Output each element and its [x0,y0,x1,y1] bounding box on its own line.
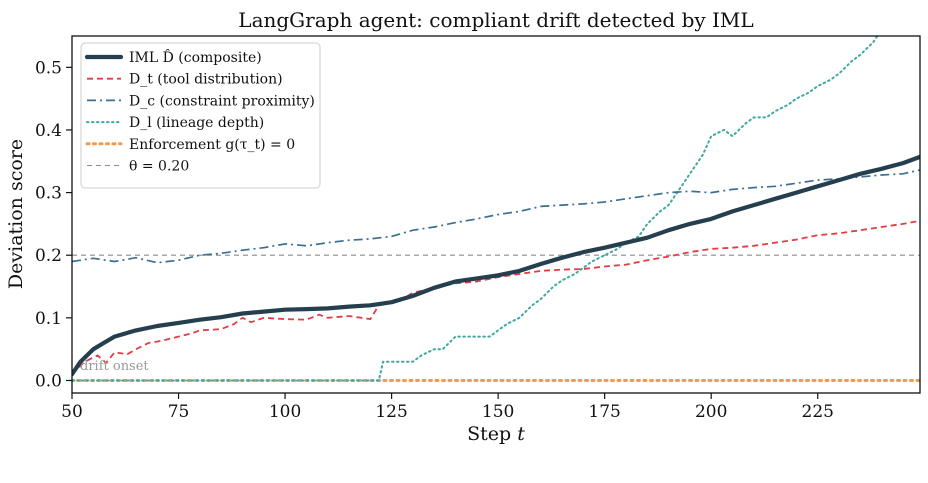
x-tick-label: 225 [802,402,834,422]
series-line-0 [72,154,920,377]
legend-label: IML D̂ (composite) [129,48,262,66]
x-tick-label: 150 [482,402,514,422]
legend: IML D̂ (composite) D_t (tool distribution… [80,42,321,189]
plot-frame [71,35,921,394]
legend-label: Enforcement g(τ_t) = 0 [129,137,295,153]
y-tick-label: 0.4 [35,121,62,141]
y-tick-label: 0.2 [35,246,62,266]
legend-label: θ = 0.20 [129,159,189,175]
y-tick-label: 0.5 [35,58,62,78]
chart-title: LangGraph agent: compliant drift detecte… [238,8,753,32]
y-tick-label: 0.0 [35,371,62,391]
series-line-3 [72,36,879,382]
x-tick-label: 175 [588,402,620,422]
x-tick-label: 50 [61,402,83,422]
x-axis-label: Step t [467,423,525,445]
x-tick-label: 200 [695,402,727,422]
legend-label: D_c (constraint proximity) [129,93,315,109]
plot-area [72,36,920,382]
legend-label: D_l (lineage depth) [129,115,264,131]
y-tick-label: 0.3 [35,184,62,204]
legend-label: D_t (tool distribution) [129,72,283,88]
y-tick-label: 0.1 [35,309,62,329]
x-tick-label: 75 [168,402,190,422]
x-tick-label: 100 [269,402,301,422]
drift-onset-annotation: drift onset [80,359,149,374]
x-tick-label: 125 [375,402,407,422]
y-axis-label: Deviation score [5,139,27,289]
axes: 50 75 100 125 150 175 200 225 0.0 0.1 0.2 0.3 0.4 0.5 [35,58,834,422]
series-line-2 [72,169,920,264]
legend-box [80,42,321,189]
series-line-1 [72,219,920,375]
